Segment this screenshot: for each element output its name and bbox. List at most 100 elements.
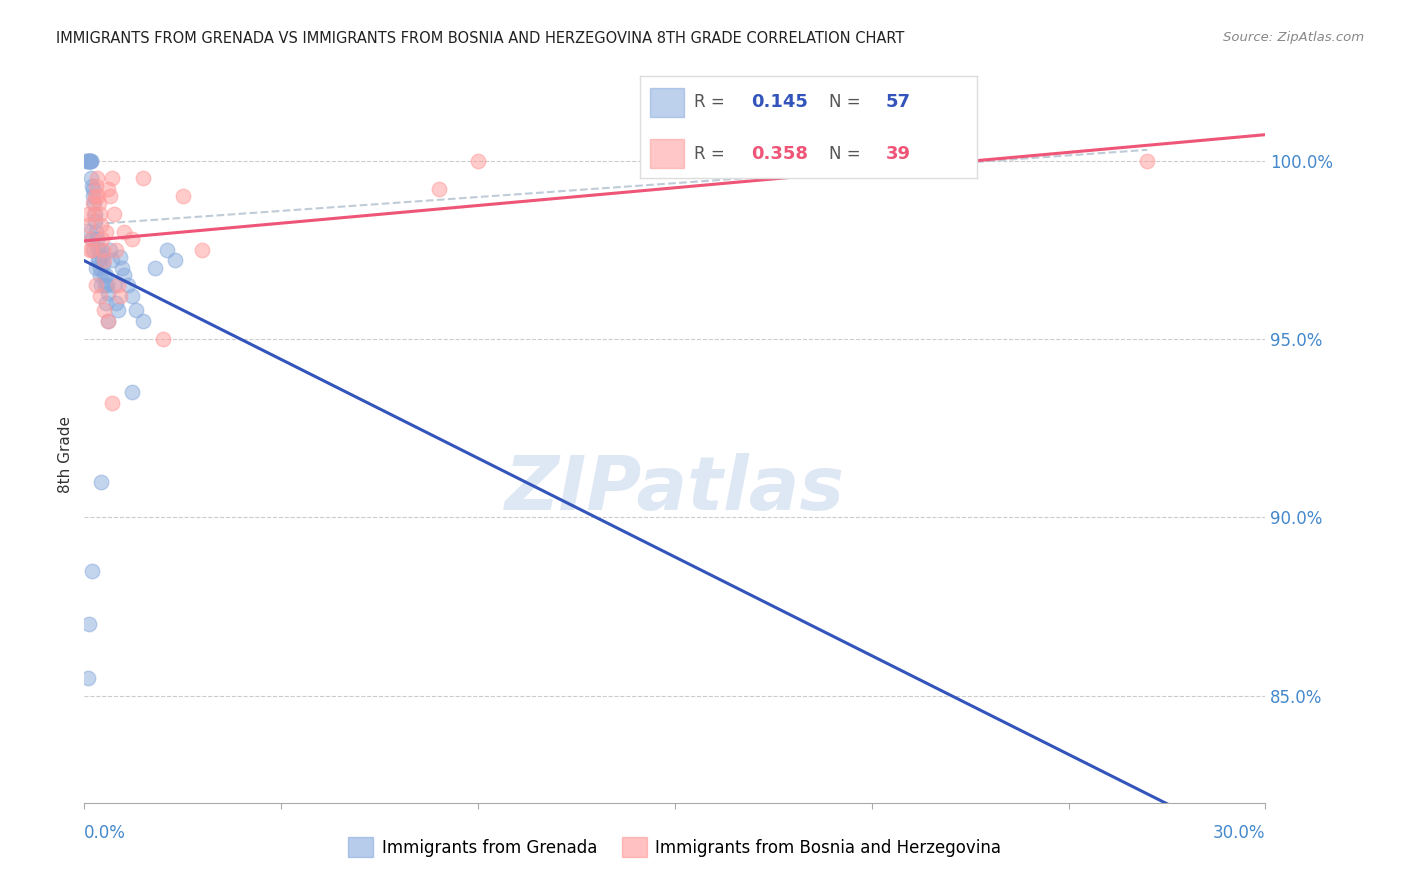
Point bbox=[121, 385, 143, 400]
Point bbox=[80, 171, 103, 186]
Point bbox=[76, 671, 98, 685]
Text: ZIPatlas: ZIPatlas bbox=[505, 453, 845, 526]
Point bbox=[132, 314, 155, 328]
Point bbox=[112, 225, 135, 239]
Point bbox=[83, 207, 105, 221]
Text: 57: 57 bbox=[886, 94, 911, 112]
Point bbox=[91, 257, 114, 271]
Point bbox=[97, 285, 120, 300]
Point bbox=[90, 218, 112, 232]
Point bbox=[82, 243, 104, 257]
Point bbox=[132, 171, 155, 186]
Point bbox=[77, 153, 100, 168]
Point bbox=[82, 196, 104, 211]
Text: R =: R = bbox=[693, 94, 730, 112]
Text: 0.0%: 0.0% bbox=[84, 824, 127, 842]
Point bbox=[82, 178, 104, 193]
Text: N =: N = bbox=[828, 94, 866, 112]
Point bbox=[107, 303, 129, 318]
Point bbox=[76, 153, 98, 168]
Point bbox=[97, 314, 120, 328]
Point bbox=[94, 296, 117, 310]
Point bbox=[84, 207, 107, 221]
Point bbox=[84, 178, 107, 193]
Point bbox=[108, 250, 131, 264]
Point bbox=[82, 182, 104, 196]
FancyBboxPatch shape bbox=[650, 139, 683, 168]
Point bbox=[80, 232, 103, 246]
Point bbox=[111, 260, 134, 275]
Point bbox=[82, 189, 104, 203]
FancyBboxPatch shape bbox=[650, 88, 683, 117]
Point bbox=[98, 243, 121, 257]
Point bbox=[96, 278, 118, 293]
Point bbox=[467, 153, 489, 168]
Point bbox=[191, 243, 214, 257]
Point bbox=[104, 296, 127, 310]
Point bbox=[103, 278, 125, 293]
Point bbox=[112, 268, 135, 282]
Point bbox=[84, 278, 107, 293]
Point bbox=[107, 278, 129, 293]
Point bbox=[152, 332, 174, 346]
Point bbox=[82, 564, 104, 578]
Point bbox=[87, 253, 110, 268]
Point bbox=[82, 232, 104, 246]
Y-axis label: 8th Grade: 8th Grade bbox=[58, 417, 73, 493]
Point bbox=[83, 196, 105, 211]
Point bbox=[94, 278, 117, 293]
Point bbox=[79, 153, 101, 168]
Point bbox=[121, 289, 143, 303]
Text: 30.0%: 30.0% bbox=[1213, 824, 1265, 842]
Point bbox=[84, 260, 107, 275]
Point bbox=[90, 278, 112, 293]
Point bbox=[77, 153, 100, 168]
Point bbox=[97, 314, 120, 328]
Point bbox=[89, 260, 111, 275]
Point bbox=[94, 225, 117, 239]
Point bbox=[86, 171, 108, 186]
Text: R =: R = bbox=[693, 145, 730, 162]
Point bbox=[163, 253, 186, 268]
Text: 0.145: 0.145 bbox=[751, 94, 808, 112]
Point bbox=[104, 243, 127, 257]
Point bbox=[89, 268, 111, 282]
Text: 0.358: 0.358 bbox=[751, 145, 808, 162]
Point bbox=[87, 243, 110, 257]
Point bbox=[84, 189, 107, 203]
Point bbox=[103, 207, 125, 221]
Point bbox=[83, 243, 105, 257]
Point bbox=[427, 182, 450, 196]
Point bbox=[89, 289, 111, 303]
Point bbox=[94, 268, 117, 282]
Point bbox=[93, 268, 115, 282]
Point bbox=[93, 253, 115, 268]
Point bbox=[101, 396, 124, 410]
Point bbox=[79, 153, 101, 168]
Point bbox=[87, 189, 110, 203]
Point bbox=[79, 243, 101, 257]
Point bbox=[77, 617, 100, 632]
Text: Source: ZipAtlas.com: Source: ZipAtlas.com bbox=[1223, 31, 1364, 45]
Point bbox=[121, 232, 143, 246]
Point bbox=[91, 232, 114, 246]
Point bbox=[80, 153, 103, 168]
Point bbox=[108, 289, 131, 303]
Point bbox=[101, 253, 124, 268]
Point bbox=[93, 303, 115, 318]
Point bbox=[79, 225, 101, 239]
Point bbox=[77, 207, 100, 221]
Point bbox=[172, 189, 194, 203]
Point bbox=[90, 475, 112, 489]
Point bbox=[91, 243, 114, 257]
Text: 39: 39 bbox=[886, 145, 911, 162]
Point bbox=[98, 189, 121, 203]
Point bbox=[76, 218, 98, 232]
Point bbox=[84, 214, 107, 228]
Point bbox=[101, 171, 124, 186]
Point bbox=[79, 153, 101, 168]
Point bbox=[117, 278, 139, 293]
Text: IMMIGRANTS FROM GRENADA VS IMMIGRANTS FROM BOSNIA AND HERZEGOVINA 8TH GRADE CORR: IMMIGRANTS FROM GRENADA VS IMMIGRANTS FR… bbox=[56, 31, 904, 46]
Point bbox=[86, 232, 108, 246]
Point bbox=[89, 196, 111, 211]
